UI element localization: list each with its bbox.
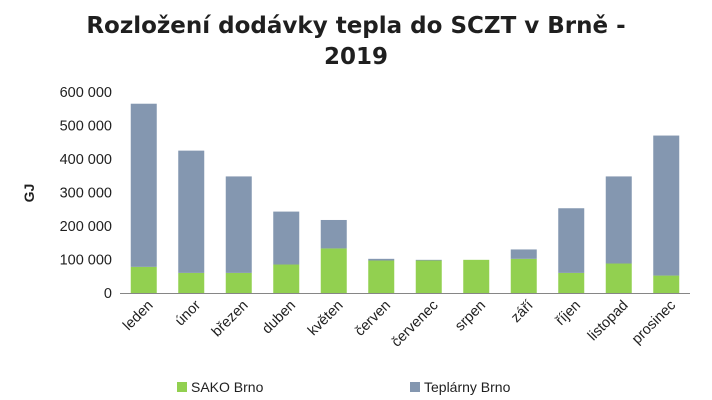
legend-swatch <box>177 382 187 392</box>
bar-segment-sako <box>225 272 252 293</box>
bar-segment-teplarny <box>273 211 300 265</box>
bar-segment-sako <box>130 266 157 293</box>
bar-segment-teplarny <box>368 258 395 261</box>
y-tick-label: 400 000 <box>60 152 112 168</box>
x-tick-label: říjen <box>553 298 584 329</box>
y-tick-label: 600 000 <box>60 85 112 101</box>
y-tick-label: 200 000 <box>60 219 112 235</box>
x-axis-ticks: leden únor březen duben květen červenčervenec… <box>120 297 679 350</box>
bar-segment-sako <box>558 272 585 293</box>
legend: SAKO Brno Teplárny Brno <box>177 379 511 395</box>
x-tick-label: červenec <box>389 298 442 351</box>
bar-segment-teplarny <box>130 103 157 267</box>
y-tick-label: 0 <box>104 286 112 302</box>
x-tick-label: září <box>508 298 536 326</box>
legend-label: Teplárny Brno <box>424 379 511 395</box>
x-tick-label: srpen <box>452 298 489 335</box>
x-tick-label: prosinec <box>629 298 679 348</box>
legend-label: SAKO Brno <box>191 379 264 395</box>
y-axis-label: GJ <box>21 184 37 203</box>
bars-group <box>130 103 680 293</box>
x-tick-label: červen <box>352 298 394 340</box>
bar-segment-sako <box>653 275 680 293</box>
bar-segment-sako <box>320 248 347 293</box>
bar-segment-teplarny <box>510 249 537 259</box>
bar-segment-sako <box>463 259 490 293</box>
bar-segment-sako <box>415 260 442 293</box>
bar-segment-teplarny <box>178 150 205 273</box>
x-tick-label: únor <box>172 297 204 329</box>
chart-title-line-1: Rozložení dodávky tepla do SCZT v Brně - <box>86 13 625 39</box>
bar-segment-sako <box>605 263 632 293</box>
x-tick-label: březen <box>209 298 252 341</box>
bar-segment-teplarny <box>653 135 680 276</box>
bar-segment-teplarny <box>605 176 632 264</box>
x-tick-label: květen <box>305 298 347 340</box>
y-axis-ticks: 0 100 000 200 000 300 000 400 000 500 000 600 … <box>60 85 112 302</box>
x-tick-label: leden <box>120 298 156 334</box>
bar-segment-teplarny <box>320 219 347 249</box>
y-tick-label: 100 000 <box>60 253 112 269</box>
bar-segment-teplarny <box>225 176 252 273</box>
legend-swatch <box>410 382 420 392</box>
bar-segment-sako <box>368 260 395 293</box>
bar-segment-sako <box>273 264 300 293</box>
bar-segment-teplarny <box>415 259 442 261</box>
y-tick-label: 500 000 <box>60 119 112 135</box>
bar-segment-sako <box>510 258 537 293</box>
chart-title-line-2: 2019 <box>324 44 388 70</box>
bar-segment-teplarny <box>558 208 585 273</box>
x-tick-label: duben <box>259 298 299 338</box>
x-tick-label: listopad <box>585 298 632 345</box>
bar-segment-sako <box>178 272 205 293</box>
y-tick-label: 300 000 <box>60 186 112 202</box>
